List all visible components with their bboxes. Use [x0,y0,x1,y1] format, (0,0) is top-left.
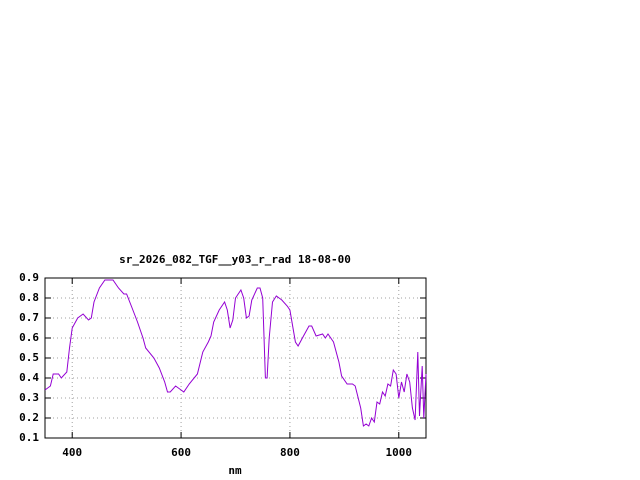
y-tick-label: 0.9 [19,271,39,284]
x-tick-label: 800 [280,446,300,459]
y-tick-label: 0.4 [19,371,39,384]
y-tick-label: 0.8 [19,291,39,304]
y-tick-label: 0.7 [19,311,39,324]
plot-border [44,277,427,439]
data-line [44,279,427,427]
y-tick-label: 0.6 [19,331,39,344]
y-tick-label: 0.3 [19,391,39,404]
x-tick-label: 400 [62,446,82,459]
y-tick-label: 0.1 [19,431,39,444]
x-tick-label: 1000 [386,446,413,459]
x-axis-label: nm [228,464,242,477]
y-tick-label: 0.5 [19,351,39,364]
x-tick-label: 600 [171,446,191,459]
y-tick-label: 0.2 [19,411,39,424]
chart-title: sr_2026_082_TGF__y03_r_rad 18-08-00 [119,253,351,266]
